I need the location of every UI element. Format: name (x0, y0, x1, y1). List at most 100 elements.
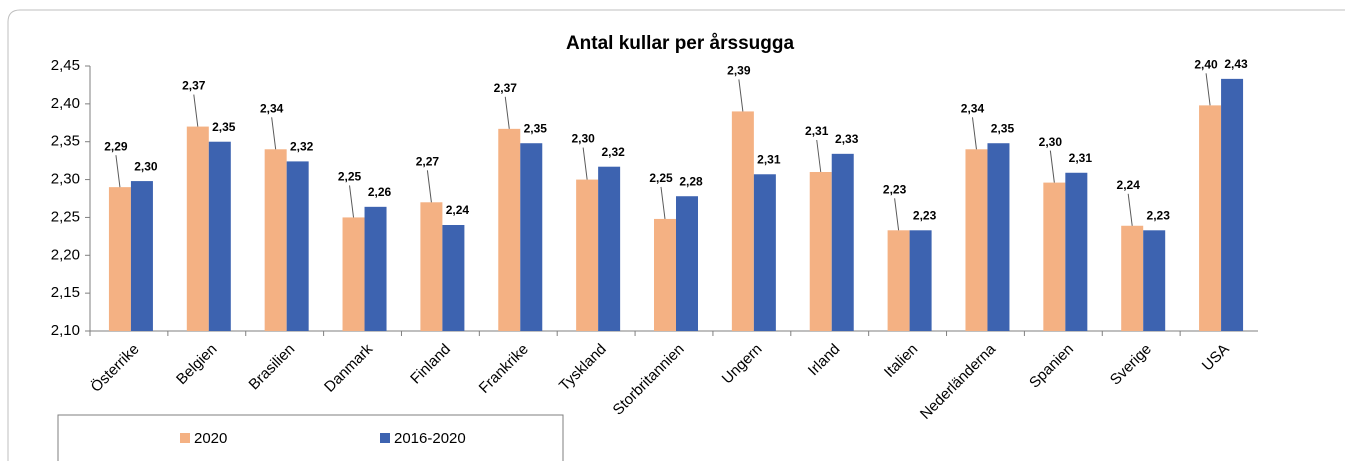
y-tick-label: 2,20 (51, 246, 80, 263)
bar (520, 143, 543, 331)
bar (1143, 230, 1166, 331)
bar (286, 161, 309, 331)
bar (676, 196, 698, 331)
x-tick-label: Nederländerna (917, 340, 1000, 423)
legend-label: 2020 (194, 430, 227, 447)
value-label: 2,30 (571, 132, 595, 146)
y-tick-label: 2,30 (51, 171, 80, 188)
x-tick-label: Österrike (87, 340, 143, 396)
x-tick-label: Italien (881, 341, 921, 381)
leader-line (816, 139, 822, 173)
value-label: 2,30 (134, 159, 158, 173)
value-label: 2,25 (649, 171, 673, 185)
x-tick-label: Belgien (173, 341, 220, 388)
bar (498, 128, 521, 331)
value-label: 2,24 (1117, 178, 1141, 192)
leader-line (738, 79, 744, 112)
value-label: 2,29 (104, 139, 128, 153)
bar (598, 166, 621, 331)
value-label: 2,40 (1194, 58, 1218, 72)
x-tick-label: Sverige (1107, 341, 1155, 389)
y-tick-label: 2,45 (51, 57, 80, 74)
legend-swatch (380, 433, 390, 443)
value-label: 2,35 (524, 121, 548, 135)
bar (420, 202, 443, 331)
value-label: 2,31 (805, 124, 829, 138)
x-tick-label: USA (1199, 341, 1233, 375)
leader-line (115, 155, 121, 188)
bar (130, 181, 153, 331)
bar (264, 149, 287, 331)
bar (1221, 78, 1244, 331)
value-label: 2,35 (991, 121, 1015, 135)
value-label: 2,34 (961, 101, 985, 115)
leader-line (426, 170, 432, 203)
leader-line (894, 198, 900, 231)
x-tick-label: Spanien (1026, 341, 1077, 392)
bar (442, 225, 465, 331)
leader-line (504, 96, 510, 129)
x-tick-label: Irland (805, 341, 844, 380)
value-label: 2,23 (913, 208, 937, 222)
legend-box (57, 414, 564, 461)
value-label: 2,23 (1147, 208, 1171, 222)
leader-line (660, 186, 666, 220)
bar (887, 230, 910, 331)
x-tick-label: Ungern (719, 341, 766, 388)
x-tick-label: Brasilien (246, 341, 299, 394)
bar (965, 149, 988, 331)
x-tick-label: Storbritannien (610, 341, 688, 419)
leader-line (271, 117, 277, 150)
value-label: 2,27 (416, 154, 440, 168)
value-label: 2,37 (494, 81, 518, 95)
value-label: 2,32 (290, 140, 314, 154)
bar (731, 111, 754, 331)
y-tick-label: 2,40 (51, 95, 80, 112)
bar (831, 153, 854, 331)
y-tick-label: 2,35 (51, 133, 80, 150)
value-label: 2,31 (1069, 151, 1093, 165)
legend-label: 2016-2020 (394, 430, 466, 447)
legend-swatch (180, 433, 190, 443)
value-label: 2,26 (368, 185, 392, 199)
value-label: 2,39 (727, 64, 751, 78)
bar (1121, 225, 1144, 331)
x-tick-label: Tyskland (556, 341, 610, 395)
leader-line (1127, 193, 1133, 226)
bar (987, 143, 1010, 331)
bar (186, 126, 209, 331)
value-label: 2,33 (835, 132, 859, 146)
leader-line (349, 185, 355, 218)
bar (654, 218, 676, 331)
leader-line (1049, 150, 1055, 183)
value-label: 2,34 (260, 101, 284, 115)
leader-line (1205, 73, 1211, 106)
bar (208, 141, 231, 331)
chart-title: Antal kullar per årssugga (566, 33, 795, 54)
leader-line (193, 94, 199, 127)
bar (1199, 105, 1222, 331)
bar (909, 230, 932, 331)
value-label: 2,43 (1224, 57, 1248, 71)
bar (809, 172, 832, 331)
y-tick-label: 2,15 (51, 284, 80, 301)
y-tick-label: 2,25 (51, 208, 80, 225)
value-label: 2,37 (182, 79, 206, 93)
bar (108, 187, 131, 331)
value-label: 2,35 (212, 120, 236, 134)
bar (342, 217, 365, 331)
leader-line (582, 147, 588, 180)
x-tick-label: Finland (407, 341, 454, 388)
value-label: 2,25 (338, 170, 362, 184)
bar (753, 174, 776, 331)
y-tick-label: 2,10 (51, 322, 80, 339)
bar (576, 179, 599, 331)
leader-line (971, 117, 977, 150)
x-tick-label: Danmark (321, 340, 376, 395)
x-tick-label: Frankrike (476, 341, 532, 397)
chart-frame (7, 9, 1345, 461)
value-label: 2,28 (679, 174, 703, 188)
bar (1043, 182, 1066, 331)
